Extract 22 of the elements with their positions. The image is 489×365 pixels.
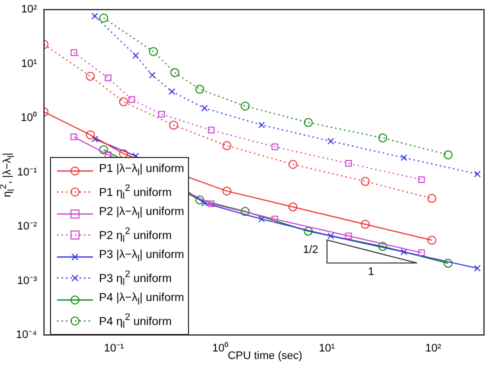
legend-label: P2 η$_{l}$$^{2}$ uniform (99, 226, 172, 245)
y-tick-label: 10⁻⁴ (16, 329, 38, 342)
annotation: 1 (368, 266, 374, 278)
x-tick-label: 10¹ (318, 342, 336, 355)
y-tick-label: 10¹ (21, 58, 38, 70)
x-tick-label: 10² (425, 342, 442, 355)
legend-label: P1 η$_{l}$$^{2}$ uniform (99, 182, 172, 202)
legend-label: P2 |λ−λ$_{l}$| uniform (99, 206, 184, 222)
y-tick-label: 10⁻³ (17, 274, 38, 287)
legend-label: P4 |λ−λ$_{l}$| uniform (99, 292, 184, 308)
x-tick-label: 10⁰ (212, 342, 229, 355)
y-tick-label: 10⁰ (20, 111, 37, 124)
y-tick-label: 10² (21, 4, 38, 16)
y-tick-label: 10⁻² (17, 220, 38, 233)
annotation: 1/2 (303, 244, 318, 256)
x-tick-label: 10⁻¹ (104, 342, 124, 355)
legend-label: P1 |λ−λ$_{l}$| uniform (99, 163, 184, 178)
x-axis-title: CPU time (sec) (228, 350, 302, 362)
legend-label: P3 η$_{l}$$^{2}$ uniform (99, 268, 172, 288)
legend-label: P4 η$_{l}$$^{2}$ uniform (99, 312, 172, 331)
legend-label: P3 |λ−λ$_{l}$| uniform (99, 249, 184, 264)
y-tick-label: 10⁻¹ (17, 166, 38, 178)
